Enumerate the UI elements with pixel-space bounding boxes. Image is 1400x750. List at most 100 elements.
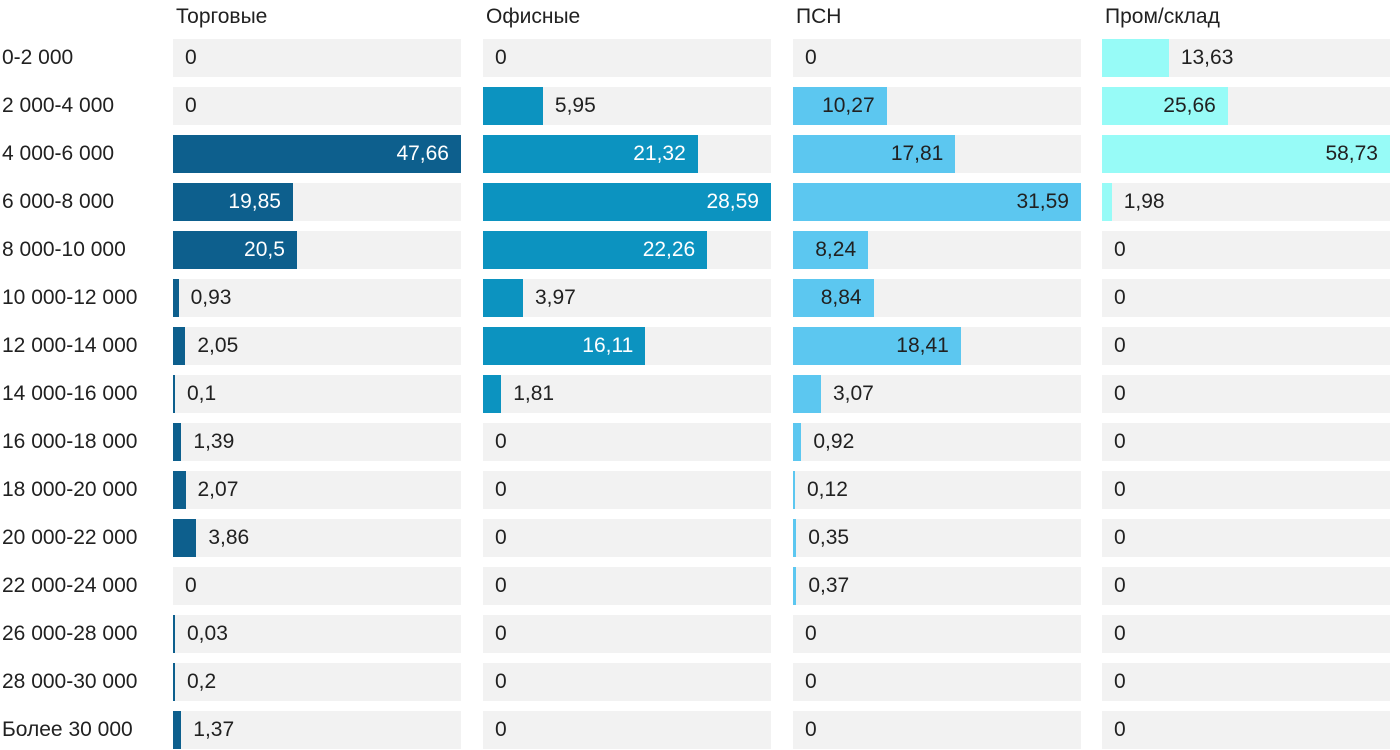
bar-value-label: 1,37 — [193, 718, 235, 741]
bar-value-label: 2,05 — [197, 334, 239, 357]
bar — [793, 471, 795, 509]
bar-track: 0 — [1102, 375, 1390, 413]
bar — [173, 183, 293, 221]
bar-value-label: 0 — [1114, 622, 1126, 645]
bar-value-label: 0 — [185, 574, 197, 597]
bar — [793, 135, 956, 173]
bar-track: 3,07 — [793, 375, 1081, 413]
bar-value-label: 21,32 — [633, 142, 686, 165]
bar-track: 0 — [173, 567, 461, 605]
bar-value-label: 17,81 — [890, 142, 944, 165]
bar-track: 10,27 — [793, 87, 1081, 125]
bar-value-label: 0,35 — [808, 526, 850, 549]
bar — [173, 711, 182, 749]
bar-value-label: 0 — [495, 622, 507, 645]
bar-value-label: 0 — [495, 46, 507, 69]
bar-track: 0,92 — [793, 423, 1081, 461]
bar-track: 0 — [1102, 519, 1390, 557]
bar — [483, 135, 698, 173]
bar-track: 0 — [1102, 615, 1390, 653]
bar-value-label: 0 — [495, 670, 507, 693]
bar — [483, 375, 502, 413]
bar-value-label: 2,07 — [197, 478, 239, 501]
bar — [173, 231, 297, 269]
bar — [483, 327, 646, 365]
bar-value-label: 0 — [1114, 718, 1126, 741]
bar — [173, 423, 182, 461]
bar — [1102, 135, 1390, 173]
bar-value-label: 3,07 — [832, 382, 874, 405]
bar-track: 0 — [1102, 423, 1390, 461]
bar — [483, 183, 771, 221]
bar-value-label: 8,84 — [820, 286, 862, 309]
row-label: 28 000-30 000 — [2, 670, 138, 693]
bar-track: 0 — [173, 87, 461, 125]
column-header-psn: ПСН — [796, 5, 842, 28]
bar-value-label: 3,86 — [208, 526, 250, 549]
bar-value-label: 0,12 — [807, 478, 848, 501]
bar-track: 0,93 — [173, 279, 461, 317]
bar-track: 47,66 — [173, 135, 461, 173]
bar-track: 28,59 — [483, 183, 771, 221]
bar-value-label: 0 — [805, 622, 817, 645]
bar-value-label: 0 — [1114, 286, 1126, 309]
bar — [483, 87, 543, 125]
bar — [793, 375, 821, 413]
bar — [793, 231, 869, 269]
bar — [793, 519, 797, 557]
bar — [793, 423, 802, 461]
column-header-torgovye: Торговые — [176, 5, 268, 28]
bar-value-label: 0 — [1114, 430, 1126, 453]
bar-track: 0 — [483, 519, 771, 557]
bar-track: 19,85 — [173, 183, 461, 221]
row-label: 20 000-22 000 — [2, 526, 138, 549]
bar-track: 2,07 — [173, 471, 461, 509]
bar-value-label: 5,95 — [554, 94, 596, 117]
bar-track: 0,1 — [173, 375, 461, 413]
bar-track: 20,5 — [173, 231, 461, 269]
bar — [173, 375, 175, 413]
bar-track: 3,86 — [173, 519, 461, 557]
bar-value-label: 13,63 — [1180, 46, 1234, 69]
bar-value-label: 0,92 — [813, 430, 855, 453]
bar-value-label: 25,66 — [1163, 94, 1216, 117]
bar-value-label: 0 — [1114, 238, 1126, 261]
bar-track: 2,05 — [173, 327, 461, 365]
row-label: 8 000-10 000 — [2, 238, 126, 261]
row-label: 12 000-14 000 — [2, 334, 138, 357]
bar — [173, 327, 186, 365]
bar-track: 0 — [483, 39, 771, 77]
row-label: 18 000-20 000 — [2, 478, 138, 501]
bar-track: 0,03 — [173, 615, 461, 653]
bar-value-label: 10,27 — [822, 94, 875, 117]
bar-track: 1,37 — [173, 711, 461, 749]
row-label: 6 000-8 000 — [2, 190, 115, 213]
bar — [173, 279, 179, 317]
bar-track: 18,41 — [793, 327, 1081, 365]
row-label: 22 000-24 000 — [2, 574, 138, 597]
bar-track: 13,63 — [1102, 39, 1390, 77]
bar — [1102, 87, 1228, 125]
bar-track: 0 — [483, 663, 771, 701]
bar-track: 0 — [483, 615, 771, 653]
bar-value-label: 0 — [495, 430, 507, 453]
bar-value-label: 0,2 — [187, 670, 217, 693]
bar-value-label: 58,73 — [1325, 142, 1378, 165]
row-label: Более 30 000 — [2, 718, 133, 741]
bar — [173, 615, 175, 653]
bar-track: 0 — [173, 39, 461, 77]
bar-track: 0 — [793, 711, 1081, 749]
bar-value-label: 18,41 — [896, 334, 949, 357]
bar-track: 0 — [483, 711, 771, 749]
bar-track: 8,24 — [793, 231, 1081, 269]
bar-value-label: 0,1 — [187, 382, 217, 405]
bar-value-label: 28,59 — [706, 190, 759, 213]
bar — [793, 183, 1081, 221]
row-label: 26 000-28 000 — [2, 622, 138, 645]
bar-track: 0,37 — [793, 567, 1081, 605]
row-label: 16 000-18 000 — [2, 430, 138, 453]
row-label: 4 000-6 000 — [2, 142, 115, 165]
bar-track: 0 — [793, 615, 1081, 653]
bar-value-label: 0 — [1114, 334, 1126, 357]
bar-value-label: 20,5 — [244, 238, 285, 261]
